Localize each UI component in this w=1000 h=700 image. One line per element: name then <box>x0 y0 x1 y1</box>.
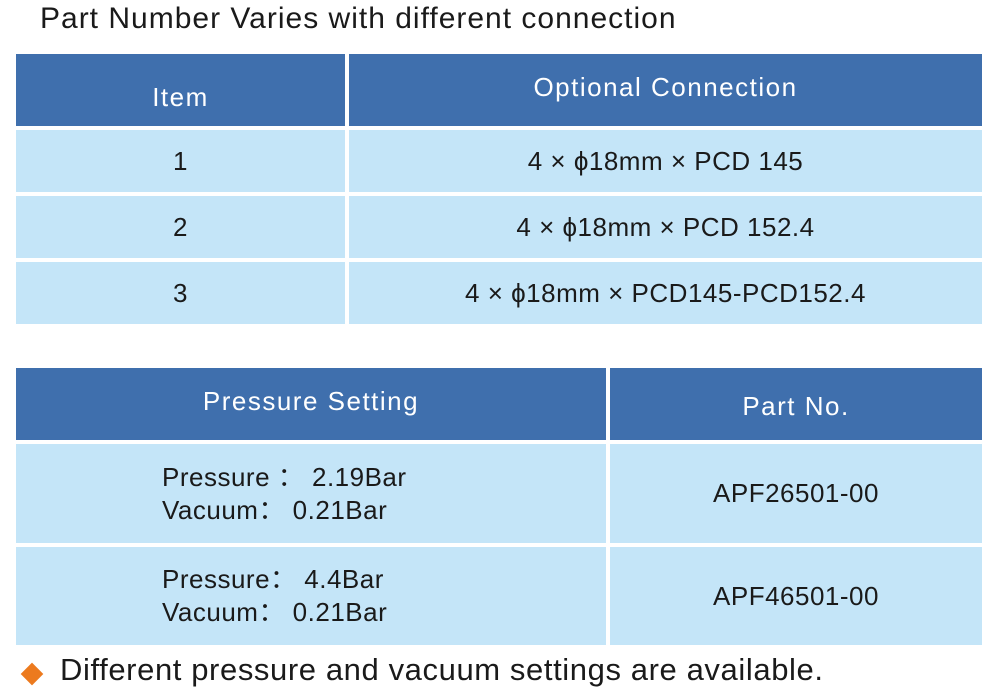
connection-cell: 4 × ϕ18mm × PCD 152.4 <box>349 196 982 258</box>
pressure-setting-cell: Pressure： 4.4Bar Vacuum： 0.21Bar <box>16 547 606 645</box>
header-part-no: Part No. <box>610 368 982 440</box>
pressure-setting-cell: Pressure ： 2.19Bar Vacuum： 0.21Bar <box>16 444 606 543</box>
pressure-value: Pressure ： 2.19Bar <box>162 461 407 492</box>
header-pressure-setting: Pressure Setting <box>16 368 606 440</box>
footnote: Different pressure and vacuum settings a… <box>60 652 824 687</box>
item-cell: 2 <box>16 196 345 258</box>
item-cell: 3 <box>16 262 345 324</box>
part-no-cell: APF26501-00 <box>610 444 982 543</box>
vacuum-value: Vacuum： 0.21Bar <box>162 597 388 627</box>
connection-cell: 4 × ϕ18mm × PCD 145 <box>349 130 982 192</box>
diamond-bullet-icon <box>20 662 44 686</box>
page-title: Part Number Varies with different connec… <box>40 2 677 35</box>
header-item: Item <box>16 54 345 126</box>
header-optional-connection: Optional Connection <box>349 54 982 126</box>
pressure-value: Pressure： 4.4Bar <box>162 564 384 594</box>
connection-cell: 4 × ϕ18mm × PCD145-PCD152.4 <box>349 262 982 324</box>
item-cell: 1 <box>16 130 345 192</box>
part-no-cell: APF46501-00 <box>610 547 982 645</box>
vacuum-value: Vacuum： 0.21Bar <box>162 494 388 525</box>
